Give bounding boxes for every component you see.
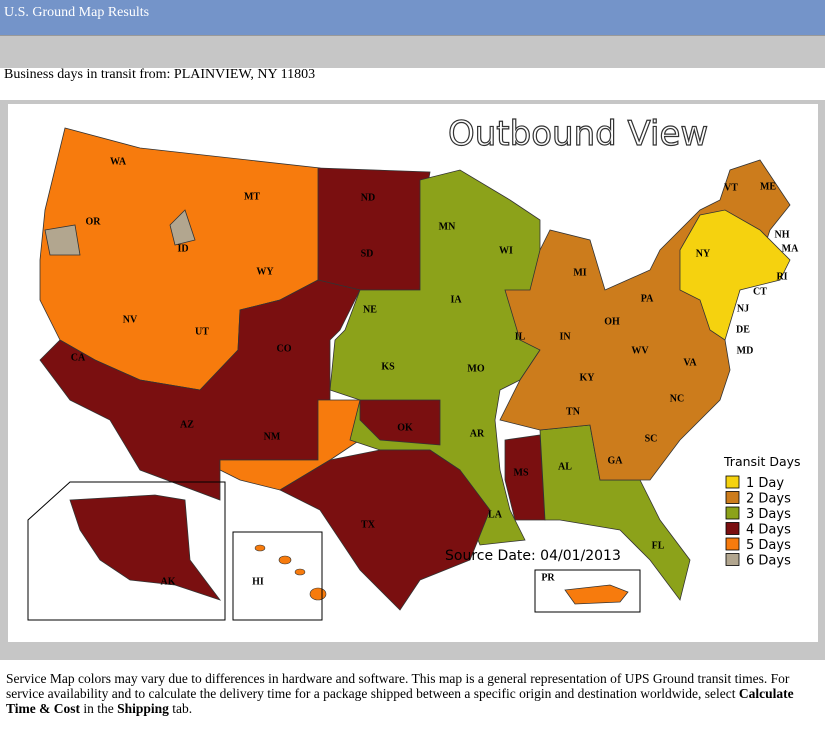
- footer-text: in the: [80, 701, 118, 716]
- map-title: Outbound View: [448, 114, 708, 154]
- region: [359, 399, 441, 446]
- state-label: UT: [195, 326, 209, 337]
- state-label: KY: [580, 372, 596, 383]
- legend-title: Transit Days: [723, 454, 801, 469]
- legend-swatch: [725, 522, 740, 535]
- region: [69, 494, 222, 601]
- legend-swatch: [725, 506, 740, 520]
- state-label: NJ: [737, 303, 749, 314]
- state-label: NM: [264, 431, 281, 442]
- state-label: AL: [558, 461, 572, 472]
- legend-label: 4 Days: [746, 523, 791, 538]
- header-bar: U.S. Ground Map Results: [0, 0, 825, 35]
- state-label: IA: [450, 294, 462, 305]
- region: [564, 584, 629, 605]
- state-label: WI: [499, 245, 513, 256]
- hi-island: [309, 587, 327, 601]
- state-label: NY: [696, 248, 711, 259]
- legend-label: 5 Days: [746, 538, 791, 553]
- footer-text: tab.: [168, 701, 193, 716]
- legend-label: 3 Days: [746, 507, 791, 522]
- state-label: TX: [361, 519, 376, 530]
- state-label: OK: [397, 422, 413, 433]
- state-label: MA: [782, 243, 799, 254]
- state-label: TN: [566, 406, 581, 417]
- state-label: VT: [724, 182, 738, 193]
- state-label: RI: [776, 271, 787, 282]
- state-label: NH: [775, 229, 790, 240]
- state-label: WV: [631, 345, 649, 356]
- origin-line: Business days in transit from: PLAINVIEW…: [4, 67, 316, 82]
- pr-box: [534, 569, 641, 613]
- region: [504, 434, 546, 521]
- region: [279, 449, 491, 611]
- state-label: CT: [753, 286, 767, 297]
- region: [169, 209, 196, 246]
- region: [679, 209, 791, 341]
- state-label: HI: [252, 576, 264, 587]
- header-title: U.S. Ground Map Results: [4, 5, 150, 20]
- region: [317, 167, 431, 291]
- state-label: AK: [161, 576, 176, 587]
- state-label: PR: [541, 572, 555, 583]
- state-label: MD: [737, 345, 754, 356]
- hi-island: [294, 568, 306, 576]
- regions: [39, 127, 791, 611]
- legend-swatch: [725, 475, 740, 489]
- state-label: WA: [110, 156, 127, 167]
- state-label: OH: [604, 316, 620, 327]
- state-label: OR: [86, 216, 102, 227]
- footer-text: Service Map colors may vary due to diffe…: [6, 671, 790, 701]
- state-label: NE: [363, 304, 377, 315]
- state-label: MT: [244, 191, 260, 202]
- legend-swatch: [725, 553, 740, 566]
- footer-bold: Calculate Time & Cost: [6, 686, 794, 716]
- hi-box: [232, 531, 323, 621]
- state-label: PA: [641, 293, 654, 304]
- legend-label: 1 Day: [746, 476, 784, 491]
- legend-swatch: [725, 537, 740, 551]
- state-label: GA: [608, 455, 624, 466]
- state-label: IN: [559, 331, 571, 342]
- footer-bold: Shipping: [117, 701, 169, 716]
- state-label: WY: [256, 266, 274, 277]
- legend-label: 2 Days: [746, 492, 791, 507]
- state-label: VA: [683, 357, 697, 368]
- source-date: Source Date: 04/01/2013: [445, 548, 621, 564]
- legend-swatch: [725, 491, 740, 504]
- state-label: AR: [470, 428, 485, 439]
- state-label: MO: [467, 363, 484, 374]
- state-label: KS: [381, 361, 395, 372]
- gray-band: [0, 35, 825, 68]
- state-label: NC: [670, 393, 684, 404]
- state-label: CA: [71, 352, 86, 363]
- footer-note: Service Map colors may vary due to diffe…: [6, 671, 818, 716]
- hi-island: [278, 555, 292, 565]
- ak-box: [27, 481, 226, 621]
- state-label: SD: [361, 248, 374, 259]
- state-label: CO: [277, 343, 292, 354]
- state-label: NV: [123, 314, 138, 325]
- state-label: LA: [488, 509, 503, 520]
- state-label: DE: [736, 324, 750, 335]
- legend-label: 6 Days: [746, 554, 791, 569]
- state-label: IL: [515, 331, 526, 342]
- state-label: MS: [514, 467, 529, 478]
- state-label: ND: [361, 192, 375, 203]
- state-label: SC: [645, 433, 658, 444]
- state-label: FL: [652, 540, 665, 551]
- state-labels: WA OR ID MT WY NV UT CA AZ NM CO ND SD NE KS OK TX MN WI IA…: [71, 156, 799, 587]
- state-label: MI: [573, 267, 586, 278]
- state-label: MN: [439, 221, 456, 232]
- hi-island: [254, 544, 266, 552]
- state-label: ID: [177, 243, 188, 254]
- region: [44, 224, 81, 256]
- region: [39, 279, 361, 501]
- state-label: AZ: [180, 419, 194, 430]
- state-label: ME: [760, 181, 776, 192]
